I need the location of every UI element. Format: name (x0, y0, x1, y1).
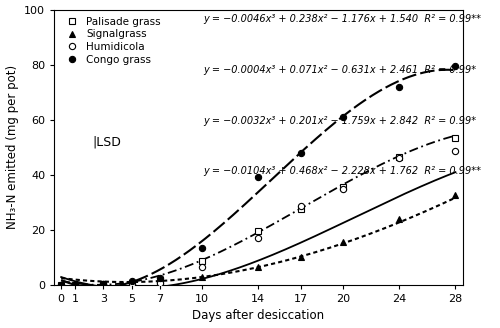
Y-axis label: NH₃-N emitted (mg per pot): NH₃-N emitted (mg per pot) (6, 65, 18, 229)
Legend: Palisade grass, Signalgrass, Humidicola, Congo grass: Palisade grass, Signalgrass, Humidicola,… (60, 15, 163, 67)
Text: |LSD: |LSD (92, 135, 121, 148)
Text: y = −0.0004x³ + 0.071x² − 0.631x + 2.461  R² = 0.99*: y = −0.0004x³ + 0.071x² − 0.631x + 2.461… (203, 65, 476, 74)
Text: y = −0.0104x³ + 0.468x² − 2.228x + 1.762  R² = 0.99**: y = −0.0104x³ + 0.468x² − 2.228x + 1.762… (203, 167, 481, 176)
Text: y = −0.0032x³ + 0.201x² − 1.759x + 2.842  R² = 0.99*: y = −0.0032x³ + 0.201x² − 1.759x + 2.842… (203, 115, 476, 126)
X-axis label: Days after desiccation: Days after desiccation (192, 309, 324, 322)
Text: y = −0.0046x³ + 0.238x² − 1.176x + 1.540  R² = 0.99**: y = −0.0046x³ + 0.238x² − 1.176x + 1.540… (203, 14, 481, 24)
